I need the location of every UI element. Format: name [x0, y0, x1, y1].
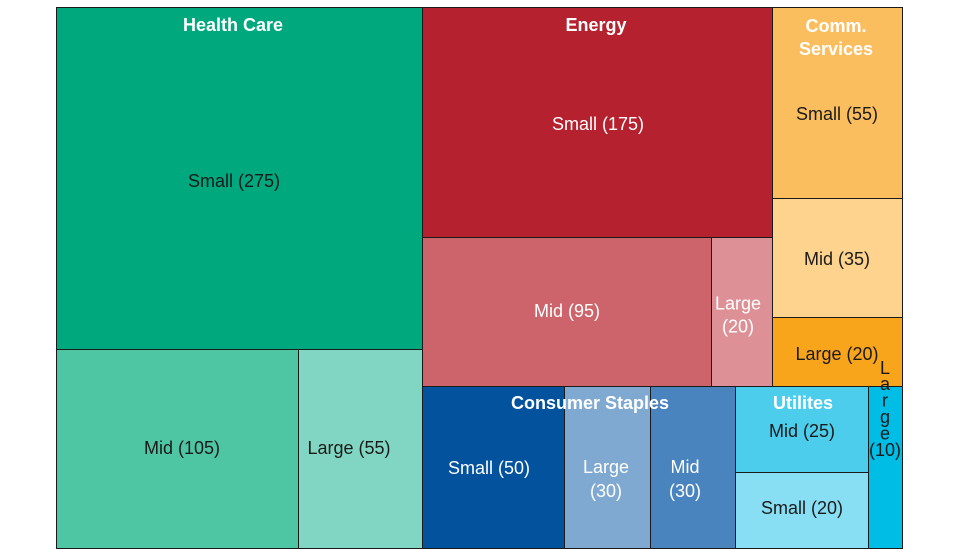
sector-consumer-staples: Small (50) Large (30) Mid (30): [422, 386, 736, 549]
sector-energy: Small (175) Mid (95) Large (20): [422, 7, 773, 387]
tile-label-utilites-small: Small (20): [761, 498, 843, 518]
tile-utilites-mid: [735, 386, 869, 473]
tile-label-comm-services-large: Large (20): [795, 344, 878, 364]
tile-label-consumer-staples-large: Large (30): [583, 457, 629, 501]
tiles-layer: Small (275) Mid (105) Large (55) Small (175…: [56, 7, 903, 549]
tile-label-health-care-large: Large (55): [307, 438, 390, 458]
sector-comm-services: Small (55) Mid (35) Large (20): [772, 7, 903, 387]
tile-comm-services-mid: [772, 198, 903, 318]
tile-label-health-care-mid: Mid (105): [144, 438, 220, 458]
sector-title-energy: Energy: [565, 15, 626, 35]
tile-label-comm-services-small: Small (55): [796, 104, 878, 124]
sector-title-health-care: Health Care: [183, 15, 283, 35]
sector-utilites: Mid (25) Small (20) L a r g e (10): [735, 358, 903, 549]
tile-consumer-staples-mid: [650, 386, 736, 549]
sector-title-utilites: Utilites: [773, 393, 833, 413]
tile-label-energy-large: Large (20): [715, 293, 761, 336]
tile-utilites-large: [868, 386, 903, 549]
tile-label-consumer-staples-mid: Mid (30): [669, 457, 701, 501]
tile-label-utilites-mid: Mid (25): [769, 421, 835, 441]
tile-label-energy-mid: Mid (95): [534, 301, 600, 321]
tile-health-care-mid: [56, 349, 299, 549]
sector-health-care: Small (275) Mid (105) Large (55): [56, 7, 423, 549]
tile-label-comm-services-mid: Mid (35): [804, 249, 870, 269]
sector-titles-layer: Health Care Energy Comm. Services Consumer S…: [183, 15, 873, 413]
tile-label-consumer-staples-small: Small (50): [448, 458, 530, 478]
sector-title-consumer-staples: Consumer Staples: [511, 393, 669, 413]
tile-health-care-small: [56, 7, 423, 350]
sector-border-utilites: [735, 386, 903, 549]
tile-label-health-care-small: Small (275): [188, 171, 280, 191]
sector-title-comm-services: Comm. Services: [799, 16, 873, 59]
tile-label-energy-small: Small (175): [552, 114, 644, 134]
tile-health-care-large: [298, 349, 423, 549]
tile-comm-services-small: [772, 7, 903, 199]
tile-energy-large: [711, 237, 773, 387]
